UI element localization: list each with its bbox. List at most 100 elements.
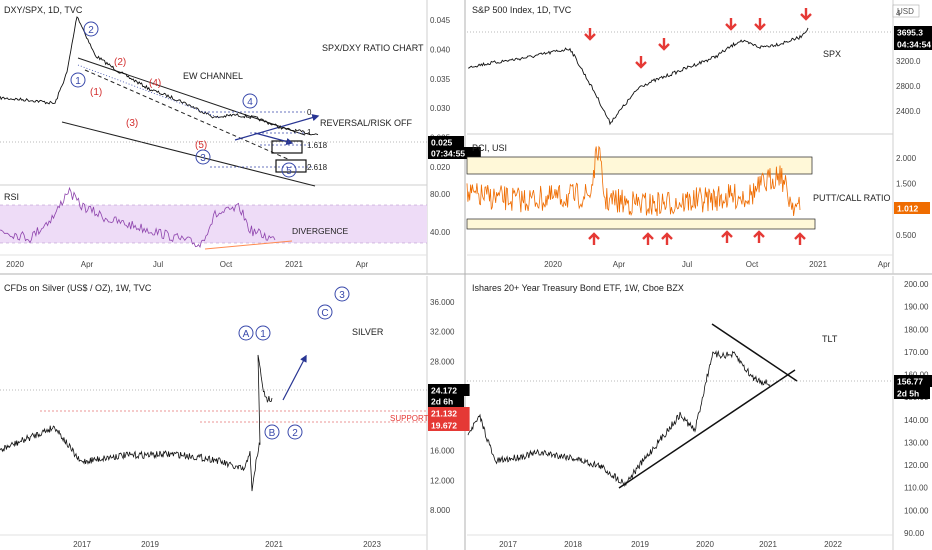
target-box-1	[271, 140, 303, 154]
tlt-ytick: 110.00	[904, 484, 928, 493]
fib-label-1: 1	[307, 128, 312, 137]
sell-arrow-3	[725, 18, 737, 31]
wave-p2: (2)	[114, 57, 126, 68]
dxy-price-tag: 0.025	[431, 138, 453, 148]
pci-top-zone	[466, 156, 813, 175]
silver-panel: CFDs on Silver (US$ / OZ), 1W, TVC SILVER…	[0, 283, 470, 549]
silver-price-line	[0, 354, 273, 492]
silver-wave-2: 2	[292, 428, 298, 439]
tlt-ytick: 130.00	[904, 438, 929, 447]
tlt-time-tag: 2d 5h	[897, 389, 919, 399]
silver-ytick: 36.000	[430, 298, 455, 307]
spx-xtick: Apr	[878, 260, 891, 269]
rsi-ytick-40: 40.00	[430, 228, 451, 237]
tlt-ytick: 100.00	[904, 506, 929, 515]
silver-up-arrow	[282, 354, 307, 401]
silver-support-2-box	[428, 419, 470, 431]
silver-xtick: 2017	[73, 540, 91, 549]
rsi-ytick-80: 80.00	[430, 190, 451, 199]
wave-4: 4	[247, 97, 253, 108]
silver-wave-3: 3	[339, 290, 345, 301]
fib-label-1618: 1.618	[307, 141, 328, 150]
wave-4-ring	[242, 93, 258, 109]
silver-title: CFDs on Silver (US$ / OZ), 1W, TVC	[4, 283, 152, 293]
dxy-panel: DXY/SPX, 1D, TVC 0.045 0.040 0.035 0.030 0.02…	[0, 5, 481, 269]
dxy-annotation: SPX/DXY RATIO CHART	[322, 43, 424, 53]
tlt-price-line	[467, 350, 771, 487]
spx-ytick-3200: 3200.0	[896, 57, 921, 66]
silver-support-2: 19.672	[431, 421, 457, 431]
dxy-price-line	[0, 16, 319, 136]
sell-arrow-4	[754, 18, 766, 31]
dxy-time-tag: 07:34:55	[431, 149, 465, 159]
silver-ytick: 32.000	[430, 328, 455, 337]
dxy-xtick: Apr	[356, 260, 369, 269]
dxy-time-tag-box	[428, 147, 481, 159]
tlt-ytick: 200.00	[904, 280, 929, 289]
spx-panel: S&P 500 Index, 1D, TVC USD SPX 4 3200.0 2800.…	[466, 4, 932, 269]
channel-top	[77, 57, 306, 136]
silver-ytick: 12.000	[430, 476, 455, 485]
tlt-xtick: 2020	[696, 540, 714, 549]
tlt-xtick: 2022	[824, 540, 842, 549]
spx-ytick-top: 4	[896, 9, 901, 18]
rsi-band	[0, 205, 427, 243]
pci-line	[466, 145, 801, 217]
silver-price-tag-box	[428, 384, 470, 396]
dxy-xtick: Jul	[153, 260, 163, 269]
wave-2: 2	[88, 25, 94, 36]
tlt-xtick: 2021	[759, 540, 777, 549]
pci-label: PCI, USI	[472, 143, 507, 153]
silver-price-tag: 24.172	[431, 386, 457, 396]
spx-annotation: SPX	[823, 49, 841, 59]
fib-label-2618: 2.618	[307, 163, 328, 172]
pci-price-tag-box	[894, 202, 930, 214]
wave-3-ring	[195, 149, 211, 165]
silver-wave-B-ring	[264, 424, 280, 440]
wave-3: 3	[200, 153, 206, 164]
silver-annotation: SILVER	[352, 327, 384, 337]
dxy-ytick: 0.035	[430, 75, 451, 84]
silver-wave-1-ring	[255, 325, 271, 341]
dxy-xtick: Oct	[220, 260, 233, 269]
sell-arrow-1	[635, 56, 647, 69]
dxy-title: DXY/SPX, 1D, TVC	[4, 5, 83, 15]
divergence-line	[204, 240, 293, 250]
tlt-price-tag-box	[894, 375, 932, 387]
wave-1-ring	[70, 72, 86, 88]
dxy-xtick: 2021	[285, 260, 303, 269]
spx-price-tag-box	[894, 26, 932, 38]
silver-wave-A-ring	[238, 325, 254, 341]
buy-arrow-3	[721, 230, 733, 243]
spx-time-tag-box	[894, 38, 932, 50]
silver-wave-A: A	[243, 329, 250, 340]
wave-5-ring	[281, 162, 297, 178]
dxy-channel-label: EW CHANNEL	[183, 71, 243, 81]
dxy-xtick: 2020	[6, 260, 24, 269]
tlt-xtick: 2017	[499, 540, 517, 549]
guide-1	[77, 64, 221, 119]
pci-annotation: PUTT/CALL RATIO	[813, 193, 891, 203]
dxy-reversal-label: REVERSAL/RISK OFF	[320, 118, 413, 128]
buy-arrow-5	[794, 232, 806, 245]
silver-ytick: 16.000	[430, 447, 455, 456]
wave-p4: (4)	[149, 78, 161, 89]
pci-ytick: 1.500	[896, 180, 917, 189]
silver-xtick: 2023	[363, 540, 381, 549]
spx-ytick-2800: 2800.0	[896, 82, 921, 91]
spx-ytick-2400: 2400.0	[896, 107, 921, 116]
spx-time-tag: 04:34:54	[897, 40, 931, 50]
spx-currency-box	[892, 4, 920, 18]
spx-xtick: 2020	[544, 260, 562, 269]
dxy-xtick: Apr	[81, 260, 94, 269]
silver-ytick: 28.000	[430, 357, 455, 366]
wave-p1: (1)	[90, 87, 102, 98]
pci-ytick: 0.500	[896, 231, 917, 240]
silver-wave-3-ring	[334, 286, 350, 302]
spx-xtick: Apr	[613, 260, 626, 269]
silver-wave-C: C	[321, 308, 328, 319]
dxy-price-tag-box	[428, 136, 464, 148]
buy-arrow-4	[753, 230, 765, 243]
triangle-bottom	[618, 369, 796, 489]
